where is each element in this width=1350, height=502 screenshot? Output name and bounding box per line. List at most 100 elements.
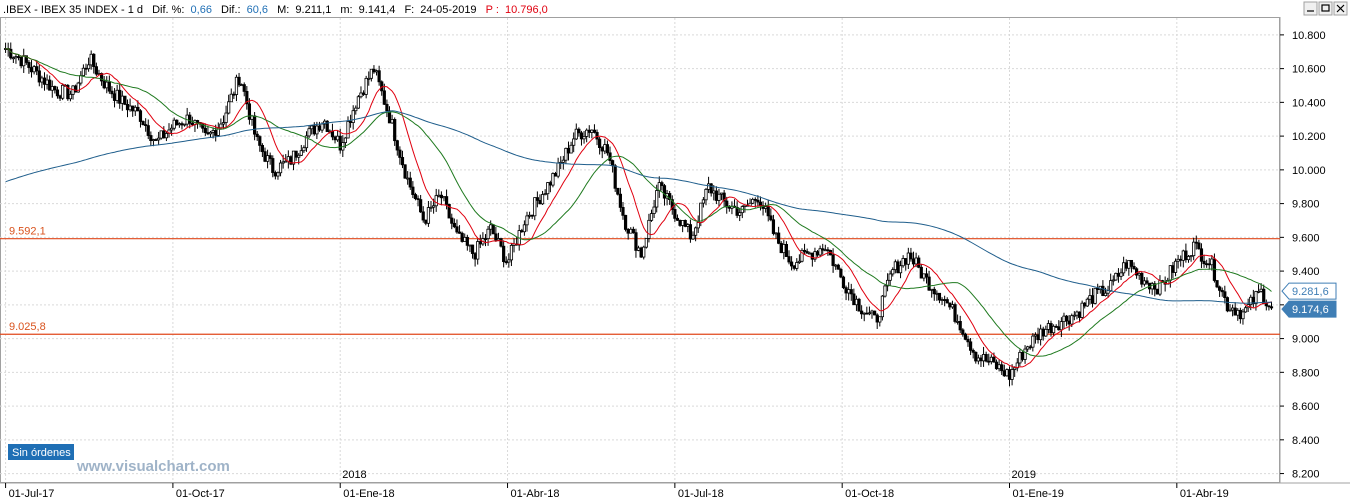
ma-mid-line	[5, 48, 1272, 357]
y-tick-label: 10.000	[1292, 165, 1326, 177]
restore-button[interactable]	[1318, 1, 1333, 16]
candle-body	[880, 295, 884, 318]
candle-body	[214, 130, 218, 136]
candle-body	[543, 193, 547, 196]
candle-body	[37, 70, 41, 83]
candle-body	[787, 256, 791, 263]
header-dif: 60,6	[247, 4, 268, 16]
y-tick-label: 8.400	[1292, 435, 1320, 447]
candle-body	[831, 254, 835, 266]
year-label: 2019	[1011, 469, 1035, 481]
candle-body	[590, 129, 594, 133]
candle-body	[1096, 287, 1100, 290]
candle-body	[175, 119, 179, 126]
candle-body	[304, 135, 309, 149]
candle-body	[854, 298, 859, 306]
candle-body	[1090, 295, 1095, 304]
candle-body	[670, 199, 674, 210]
candle-body	[55, 89, 60, 97]
candle-body	[307, 128, 311, 137]
candle-body	[618, 193, 622, 208]
candle-body	[99, 73, 104, 82]
y-tick-label: 10.600	[1292, 64, 1326, 76]
y-tick-label: 10.400	[1292, 97, 1326, 109]
candle-body	[76, 82, 80, 93]
y-tick-label: 10.200	[1292, 131, 1326, 143]
candle-body	[1039, 328, 1043, 341]
moving-averages	[5, 48, 1272, 369]
candle-body	[1026, 346, 1030, 350]
candle-body	[32, 66, 36, 73]
candle-body	[1238, 309, 1242, 320]
candle-body	[411, 186, 415, 195]
candle-body	[162, 130, 166, 139]
candle-body	[564, 147, 568, 161]
candle-body	[906, 252, 910, 265]
candle-body	[774, 232, 778, 235]
candle-body	[489, 224, 493, 230]
candle-body	[642, 246, 646, 258]
candle-body	[616, 187, 620, 195]
candle-body	[1023, 348, 1027, 360]
y-tick-label: 9.800	[1292, 199, 1320, 211]
last-value-badge	[1281, 300, 1337, 318]
candle-body	[377, 70, 381, 83]
candle-body	[888, 273, 892, 281]
candle-body	[764, 206, 768, 209]
candle-body	[808, 252, 812, 255]
candle-body	[932, 288, 936, 295]
candle-body	[1184, 250, 1188, 261]
candle-body	[958, 320, 962, 331]
candle-body	[343, 137, 348, 143]
candle-body	[1220, 289, 1224, 293]
candle-body	[940, 299, 944, 301]
candle-body	[771, 219, 776, 234]
candle-body	[896, 261, 900, 274]
candle-body	[478, 241, 482, 245]
candle-body	[769, 215, 773, 221]
candle-body	[27, 62, 31, 68]
candle-body	[455, 226, 459, 233]
candle-body	[530, 214, 534, 217]
candle-body	[610, 160, 615, 167]
candle-body	[84, 67, 88, 70]
candle-body	[626, 229, 630, 234]
candle-body	[826, 249, 830, 252]
y-tick-label: 9.600	[1292, 232, 1320, 244]
candle-body	[758, 201, 763, 206]
candle-body	[777, 232, 781, 244]
orders-badge[interactable]: Sin órdenes	[8, 444, 74, 460]
close-button[interactable]	[1333, 1, 1348, 16]
y-tick-label: 9.400	[1292, 266, 1320, 278]
candle-body	[1124, 262, 1128, 269]
candle-body	[1207, 263, 1211, 266]
candle-body	[227, 101, 231, 114]
candle-body	[138, 110, 143, 122]
candle-body	[805, 251, 809, 254]
candle-body	[595, 132, 599, 140]
candle-body	[504, 261, 508, 264]
candle-body	[1041, 328, 1045, 337]
candle-body	[867, 312, 872, 315]
candle-body	[538, 200, 542, 205]
candle-body	[406, 177, 410, 180]
candle-body	[1173, 260, 1178, 273]
candle-body	[1064, 315, 1069, 322]
candle-body	[683, 220, 687, 227]
candle-body	[79, 75, 83, 84]
candle-body	[1155, 288, 1159, 295]
candle-body	[668, 193, 672, 200]
candle-body	[862, 312, 866, 315]
candle-body	[574, 128, 578, 140]
header-max-label: M:	[277, 4, 289, 16]
header-symbol: .IBEX - IBEX 35 INDEX - 1 d	[3, 4, 143, 16]
candle-body	[263, 151, 267, 162]
minimize-button[interactable]	[1303, 1, 1318, 16]
candle-body	[989, 356, 993, 363]
candle-body	[48, 79, 52, 91]
candle-body	[836, 264, 840, 270]
candle-body	[821, 248, 825, 251]
candle-body	[11, 57, 15, 60]
candle-body	[1228, 309, 1232, 312]
candle-body	[320, 123, 324, 131]
